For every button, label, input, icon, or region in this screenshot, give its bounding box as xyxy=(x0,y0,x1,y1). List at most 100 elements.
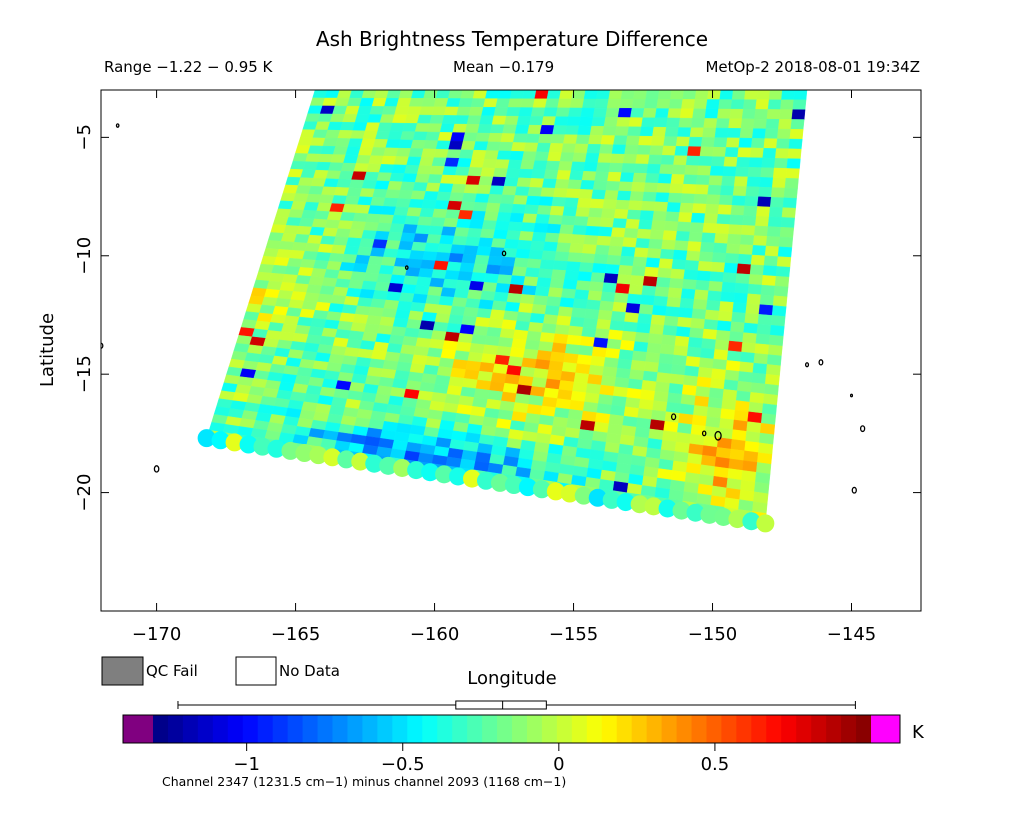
swath-cell xyxy=(389,122,406,132)
swath-cell xyxy=(315,161,332,171)
swath-cell xyxy=(486,141,501,152)
swath-cell xyxy=(564,197,580,208)
swath-cell xyxy=(308,326,325,337)
swath-cell xyxy=(518,168,534,179)
swath-cell xyxy=(348,330,365,341)
swath-cell xyxy=(289,249,306,260)
swath-cell xyxy=(643,182,659,193)
swath-cell xyxy=(569,170,584,181)
swath-cell xyxy=(731,311,746,324)
island-outline xyxy=(404,265,409,270)
swath-cell xyxy=(446,261,462,272)
swath-cell xyxy=(752,128,767,139)
swath-cell xyxy=(499,328,516,339)
y-axis-ticks: −5 −10 −15 −20 xyxy=(74,124,921,512)
swath-cell xyxy=(539,125,555,135)
swath-cell xyxy=(479,115,495,125)
swath-cell xyxy=(536,205,552,216)
swath-cell xyxy=(715,223,730,235)
swath-cell xyxy=(771,177,787,189)
swath-cell xyxy=(599,384,615,397)
swath-cell xyxy=(502,185,518,196)
swath-cell xyxy=(280,192,297,202)
swath-cell xyxy=(733,409,749,422)
swath-cell xyxy=(714,233,729,244)
swath-cell xyxy=(681,384,698,397)
swath-cell xyxy=(554,324,571,336)
swath-cell xyxy=(412,131,428,141)
colorbar-segment xyxy=(751,715,767,743)
swath-cell xyxy=(483,273,500,284)
swath-cell xyxy=(750,382,766,395)
swath-cell xyxy=(756,90,771,100)
swath-cell xyxy=(372,138,389,149)
swath-cell xyxy=(555,398,572,410)
swath-cell xyxy=(592,180,608,191)
swath-cell xyxy=(379,114,395,124)
swath-cell xyxy=(757,196,772,208)
swath-cell xyxy=(265,240,282,250)
swath-cell xyxy=(634,331,650,344)
swath-cell xyxy=(332,105,348,115)
swath-cell xyxy=(545,378,561,390)
swath-cell xyxy=(410,302,426,313)
swath-cell xyxy=(325,170,342,180)
swath-cell xyxy=(463,245,479,256)
swath-cell xyxy=(725,243,741,255)
swath-cell xyxy=(396,249,412,260)
swath-cell xyxy=(758,442,774,455)
swath-cell xyxy=(641,117,656,128)
colorbar-segment xyxy=(332,715,348,743)
swath-cell xyxy=(687,337,703,349)
island-outline xyxy=(153,465,160,473)
swath-cell xyxy=(379,316,396,327)
swath-cell xyxy=(589,198,605,209)
swath-cell xyxy=(641,285,657,297)
swath-cell xyxy=(724,369,740,382)
swath-cell xyxy=(750,254,766,266)
swath-cell xyxy=(414,285,430,296)
swath-cell xyxy=(599,217,615,228)
swath-cell xyxy=(507,98,523,108)
swath-cell xyxy=(517,239,533,251)
swath-cell xyxy=(508,284,524,295)
swath-cell xyxy=(573,372,590,384)
swath-cell xyxy=(610,404,626,417)
swath-cell xyxy=(619,172,635,183)
swath-cell xyxy=(552,260,568,271)
swath-cell xyxy=(455,341,472,353)
swath-cell xyxy=(745,186,760,197)
swath-cell xyxy=(467,351,484,363)
swath-cell xyxy=(658,258,674,270)
swath-cell xyxy=(642,276,658,287)
swath-cell xyxy=(626,293,642,305)
swath-cell xyxy=(501,319,517,331)
swath-cell xyxy=(440,174,456,185)
swath-cell xyxy=(337,270,354,281)
swath-cell xyxy=(259,304,276,315)
swath-cell xyxy=(404,327,420,338)
swath-cell xyxy=(250,287,267,298)
swath-cell xyxy=(467,227,483,238)
swath-cell xyxy=(605,107,620,118)
swath-cell xyxy=(303,201,320,212)
swath-cell xyxy=(644,266,660,278)
swath-cell xyxy=(605,180,621,192)
swath-cell xyxy=(317,344,334,355)
swath-cell xyxy=(559,152,575,163)
swath-cell xyxy=(770,315,786,327)
swath-cell xyxy=(433,148,449,159)
swath-cell xyxy=(767,344,783,357)
swath-cell xyxy=(330,154,346,164)
swath-cell xyxy=(488,318,504,329)
swath-cell xyxy=(607,245,623,257)
swath-cell xyxy=(619,339,636,352)
swath-cell xyxy=(672,249,688,261)
swath-cell xyxy=(659,248,675,260)
swath-cell xyxy=(282,273,299,284)
swath-cell xyxy=(557,98,572,109)
swath-cell xyxy=(641,380,657,392)
swath-cell xyxy=(463,184,479,194)
swath-cell xyxy=(467,167,483,177)
swath-cell xyxy=(763,383,779,396)
